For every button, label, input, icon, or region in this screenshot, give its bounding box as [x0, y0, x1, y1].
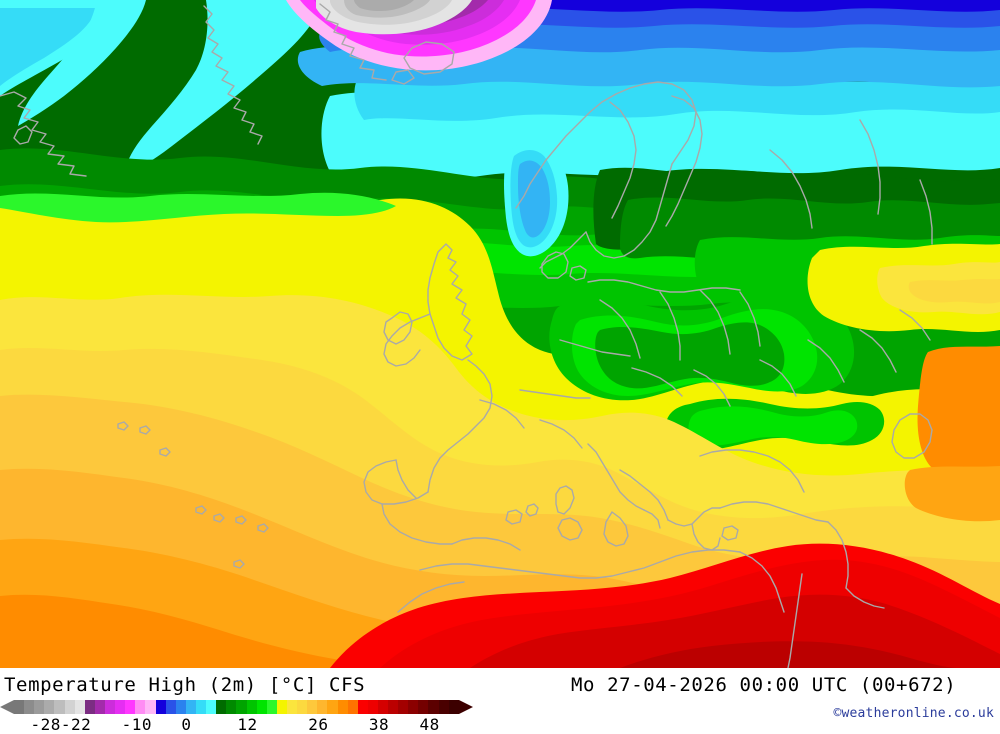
scale-swatch	[74, 700, 85, 714]
forecast-valid-time: Mo 27-04-2026 00:00 UTC (00+672)	[571, 674, 957, 696]
scale-swatch	[226, 700, 237, 714]
map-title: Temperature High (2m) [°C] CFS	[4, 674, 366, 696]
scale-swatch	[408, 700, 419, 714]
scale-swatch	[398, 700, 409, 714]
scale-swatch	[377, 700, 389, 714]
scale-swatch	[317, 700, 328, 714]
scale-swatch	[135, 700, 146, 714]
scale-max-arrow-icon	[459, 700, 473, 714]
scale-swatch	[125, 700, 136, 714]
map-footer: Temperature High (2m) [°C] CFS Mo 27-04-…	[0, 668, 1000, 734]
scale-swatch	[438, 700, 449, 714]
scale-swatch	[388, 700, 399, 714]
scale-tick-label: 38	[368, 715, 390, 734]
scale-swatch	[266, 700, 277, 714]
scale-swatch	[337, 700, 348, 714]
scale-tick-label: -10	[121, 715, 152, 734]
scale-swatch	[34, 700, 45, 714]
scale-swatch	[94, 700, 105, 714]
scale-swatch	[276, 700, 287, 714]
scale-swatch	[418, 700, 429, 714]
scale-min-arrow-icon	[0, 700, 14, 714]
scale-swatch	[115, 700, 126, 714]
scale-tick-label: -22	[60, 715, 92, 734]
color-scale-legend[interactable]: -28 -22 -10 0 12 26 38 48	[0, 700, 480, 734]
scale-swatch	[428, 700, 439, 714]
scale-tick-label: 48	[419, 715, 440, 734]
scale-swatch	[236, 700, 247, 714]
scale-swatch	[185, 700, 196, 714]
copyright-watermark[interactable]: ©weatheronline.co.uk	[833, 706, 994, 721]
scale-tick-label: 12	[237, 715, 258, 734]
scale-swatch	[206, 700, 217, 714]
scale-swatch	[64, 700, 75, 714]
scale-swatch	[246, 700, 257, 714]
scale-swatch	[327, 700, 338, 714]
scale-swatch	[307, 700, 318, 714]
scale-swatch	[286, 700, 298, 714]
scale-swatch	[195, 700, 207, 714]
scale-swatch	[145, 700, 156, 714]
temperature-map[interactable]	[0, 0, 1000, 668]
scale-swatch	[347, 700, 358, 714]
coastlines	[0, 3, 933, 668]
scale-swatch	[256, 700, 267, 714]
scale-swatch	[24, 700, 35, 714]
scale-tick-label: 26	[308, 715, 329, 734]
scale-swatch	[104, 700, 116, 714]
scale-swatch	[175, 700, 186, 714]
scale-swatch	[216, 700, 227, 714]
scale-swatch	[367, 700, 378, 714]
scale-swatch	[14, 700, 25, 714]
scale-swatch	[155, 700, 166, 714]
scale-swatch	[165, 700, 176, 714]
scale-swatch	[84, 700, 95, 714]
scale-tick-label: -28	[30, 715, 61, 734]
scale-tick-label: 0	[181, 715, 192, 734]
color-scale-ticks: -28 -22 -10 0 12 26 38 48	[0, 715, 480, 734]
color-scale-bar	[14, 700, 459, 714]
scale-swatch	[297, 700, 308, 714]
map-canvas	[0, 0, 1000, 668]
temperature-field	[0, 0, 1000, 668]
scale-swatch	[357, 700, 368, 714]
scale-swatch	[44, 700, 55, 714]
scale-swatch	[448, 700, 459, 714]
scale-swatch	[54, 700, 65, 714]
